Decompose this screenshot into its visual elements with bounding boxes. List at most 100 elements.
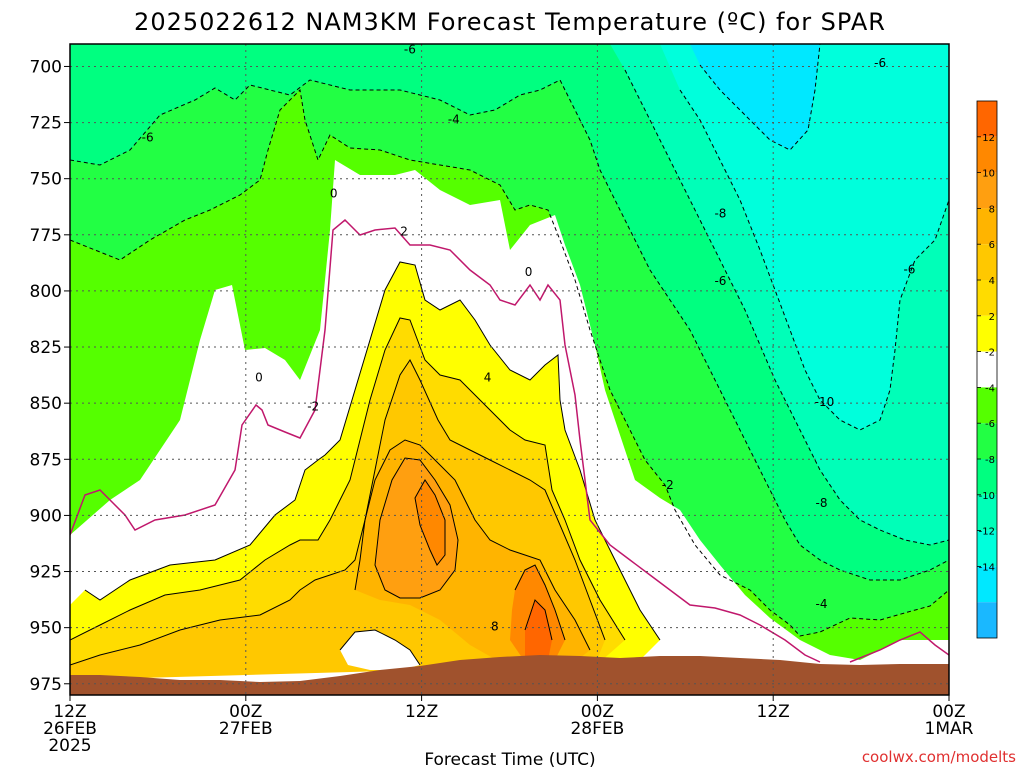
field-white-gap-near-surface	[340, 630, 420, 670]
zero-contour	[70, 218, 949, 663]
colorbar-bin	[977, 351, 997, 388]
colorbar-frame	[976, 100, 998, 639]
colorbar-bin	[977, 208, 997, 245]
chart-title: 2025022612 NAM3KM Forecast Temperature (…	[134, 8, 886, 36]
field-minus12-to-minus14-band	[690, 44, 820, 150]
y-tick-label: 850	[30, 394, 62, 414]
field-14-plus-band	[525, 600, 552, 662]
plot-area	[70, 44, 949, 695]
contour-4-near-surface	[339, 629, 421, 666]
colorbar-bin	[977, 136, 997, 173]
x-tick-label: 12Z	[53, 702, 86, 722]
colorbar-bin	[977, 602, 997, 638]
colorbar-label: 2	[989, 312, 995, 323]
contour-label: -8	[816, 496, 828, 510]
contour-label: 0	[255, 370, 263, 384]
contour-label: -6	[903, 263, 915, 277]
plot-frame	[69, 43, 950, 696]
x-tick-label: 27FEB	[219, 719, 273, 739]
colorbar-label: -6	[985, 419, 995, 430]
x-tick-label: 00Z	[581, 702, 614, 722]
x-tick-label: 00Z	[229, 702, 262, 722]
contour-minus10	[699, 44, 821, 151]
contour-minus6	[624, 69, 949, 546]
contour-lines	[70, 44, 949, 666]
x-tick-label: 2025	[48, 736, 91, 756]
y-tick-label: 750	[30, 170, 62, 190]
zero-contour-main	[70, 218, 821, 663]
contour-label: -2	[662, 478, 674, 492]
contour-label: 0	[525, 265, 533, 279]
contour-label: 8	[491, 620, 499, 634]
y-tick-label: 925	[30, 563, 62, 583]
contour-12	[414, 479, 553, 641]
contour-minus4	[70, 79, 949, 581]
y-axis-pressure: 700 725 750 775 800 825 850 875 900 925 950 975	[30, 57, 70, 695]
colorbar-label: -4	[985, 383, 995, 394]
y-tick-label: 900	[30, 506, 62, 526]
field-minus10-to-minus12-band	[660, 44, 949, 430]
contour-10	[374, 457, 566, 641]
y-tick-label: 975	[30, 675, 62, 695]
time-grid	[245, 44, 774, 695]
contour-label: -6	[404, 43, 416, 57]
field-12-to-14-band	[415, 480, 565, 662]
x-tick-label: 12Z	[405, 702, 438, 722]
colorbar-label: 8	[989, 204, 995, 215]
x-tick-label: 28FEB	[570, 719, 624, 739]
contour-label: 0	[330, 186, 338, 200]
contour-label: -4	[448, 112, 460, 126]
y-tick-label: 800	[30, 282, 62, 302]
y-tick-label: 700	[30, 57, 62, 77]
x-axis-label: Forecast Time (UTC)	[424, 750, 595, 768]
colorbar-bin	[977, 566, 997, 603]
colorbar-label: -2	[985, 348, 995, 359]
colorbar-bin	[977, 423, 997, 459]
contour-label: 4	[484, 370, 492, 384]
colorbar-bin	[977, 172, 997, 209]
contour-4	[70, 317, 626, 641]
colorbar-label: 6	[989, 240, 995, 251]
colorbar-bin	[977, 244, 997, 280]
x-tick-label: 1MAR	[925, 719, 974, 739]
colorbar-bin	[977, 315, 997, 352]
colorbar-label: 4	[989, 276, 995, 287]
contour-label: -10	[815, 395, 835, 409]
colorbar-label: -8	[985, 455, 995, 466]
contour-label: -6	[874, 56, 886, 70]
colorbar: 12 10 8 6 4 2 -2 -4 -6 -8 -10 -12 -14	[976, 100, 998, 639]
colorbar-label: -12	[979, 527, 995, 538]
contour-label: -6	[142, 130, 154, 144]
contour-6	[70, 359, 606, 666]
x-tick-label: 26FEB	[43, 719, 97, 739]
credit-text: coolwx.com/modelts	[862, 748, 1016, 766]
contour-label: -4	[816, 597, 828, 611]
y-tick-label: 825	[30, 338, 62, 358]
contour-label: -2	[307, 400, 319, 414]
colorbar-label: 12	[982, 133, 995, 144]
colorbar-bin	[977, 101, 997, 137]
colorbar-bin	[977, 280, 997, 316]
terrain	[70, 655, 949, 695]
contour-labels: -6 -6 -4 -6 0 2 0 -8 -6 -6 -2 0 4 -10 -2 -8 8 -4	[142, 43, 916, 634]
colorbar-bin	[977, 387, 997, 424]
contour-8	[354, 439, 591, 651]
x-tick-label: 00Z	[932, 702, 965, 722]
colorbar-label: -10	[979, 491, 995, 502]
y-tick-label: 950	[30, 619, 62, 639]
contour-label: -8	[714, 207, 726, 221]
contour-label: 2	[400, 225, 408, 239]
contour-label: -6	[714, 274, 726, 288]
colorbar-label: 10	[982, 169, 995, 180]
colorbar-label: -14	[979, 562, 995, 573]
colorbar-bin	[977, 459, 997, 495]
y-tick-label: 725	[30, 114, 62, 134]
y-tick-label: 775	[30, 226, 62, 246]
pressure-grid	[70, 65, 949, 685]
contour-2	[84, 261, 661, 641]
y-tick-label: 875	[30, 450, 62, 470]
zero-contour-east	[849, 631, 949, 663]
colorbar-bin	[977, 494, 997, 531]
